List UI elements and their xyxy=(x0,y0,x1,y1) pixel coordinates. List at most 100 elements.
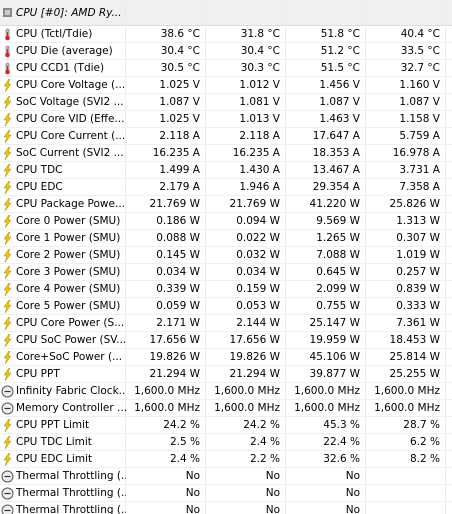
sensor-value: 40.4 °C xyxy=(400,28,440,40)
sensor-row[interactable]: Core 5 Power (SMU) 0.059 W 0.053 W 0.755 W 0… xyxy=(0,298,452,315)
sensor-label: CPU Package Powe... xyxy=(16,198,125,210)
sensor-row[interactable]: CPU Core Voltage (... 1.025 V 1.012 V 1.456… xyxy=(0,77,452,94)
sensor-value: 30.3 °C xyxy=(240,62,280,74)
sensor-label: CPU PPT xyxy=(16,368,60,380)
sensor-row[interactable]: Core 1 Power (SMU) 0.088 W 0.022 W 1.265 W 0… xyxy=(0,230,452,247)
sensor-value: 0.145 W xyxy=(156,249,200,261)
sensor-value: 1.463 V xyxy=(319,113,360,125)
sensor-value: 0.022 W xyxy=(236,232,280,244)
sensor-row[interactable]: SoC Current (SVI2 ... 16.235 A 16.235 A 18.… xyxy=(0,145,452,162)
sensor-value: No xyxy=(345,487,360,499)
sensor-row[interactable]: CPU Core Power (S... 2.171 W 2.144 W 25.147… xyxy=(0,315,452,332)
sensor-icon xyxy=(3,113,12,126)
sensor-value: 0.094 W xyxy=(236,215,280,227)
sensor-row[interactable]: Thermal Throttling (... No No No xyxy=(0,502,452,514)
sensor-row[interactable]: CPU Die (average) 30.4 °C 30.4 °C 51.2 °C 33… xyxy=(0,43,452,60)
sensor-value: 21.294 W xyxy=(149,368,200,380)
sensor-value: 0.034 W xyxy=(236,266,280,278)
sensor-icon xyxy=(3,300,12,313)
sensor-label: CPU CCD1 (Tdie) xyxy=(16,62,105,74)
sensor-value: 22.4 % xyxy=(323,436,360,448)
sensor-value: 0.034 W xyxy=(156,266,200,278)
sensor-value: 5.759 A xyxy=(399,130,440,142)
sensor-value: 32.6 % xyxy=(323,453,360,465)
sensor-value: 7.361 W xyxy=(396,317,440,329)
sensor-row[interactable]: CPU EDC 2.179 A 1.946 A 29.354 A 7.358 A xyxy=(0,179,452,196)
sensor-row[interactable]: CPU Package Powe... 21.769 W 21.769 W 41.22… xyxy=(0,196,452,213)
sensor-value: 7.358 A xyxy=(399,181,440,193)
sensor-icon xyxy=(3,317,12,330)
sensor-value: 1.313 W xyxy=(396,215,440,227)
sensor-icon xyxy=(3,215,12,228)
sensor-value: No xyxy=(345,470,360,482)
sensor-value: 17.656 W xyxy=(229,334,280,346)
sensor-icon xyxy=(3,266,12,279)
sensor-value: 1.087 V xyxy=(159,96,200,108)
sensor-row[interactable]: Core 2 Power (SMU) 0.145 W 0.032 W 7.088 W 1… xyxy=(0,247,452,264)
sensor-row[interactable]: CPU SoC Power (SV... 17.656 W 17.656 W 19.9… xyxy=(0,332,452,349)
sensor-row[interactable]: CPU Core Current (... 2.118 A 2.118 A 17.64… xyxy=(0,128,452,145)
sensor-value: 16.235 A xyxy=(152,147,200,159)
sensor-value: 2.099 W xyxy=(316,283,360,295)
sensor-row[interactable]: Infinity Fabric Clock... 1,600.0 MHz 1,600… xyxy=(0,383,452,400)
sensor-icon xyxy=(3,96,12,109)
sensor-row[interactable]: CPU PPT 21.294 W 21.294 W 39.877 W 25.255 W xyxy=(0,366,452,383)
sensor-value: 16.978 A xyxy=(392,147,440,159)
sensor-label: CPU Die (average) xyxy=(16,45,113,57)
sensor-label: CPU Core Power (S... xyxy=(16,317,125,329)
sensor-value: 8.2 % xyxy=(409,453,440,465)
sensor-row[interactable]: Core+SoC Power (... 19.826 W 19.826 W 45.10… xyxy=(0,349,452,366)
sensor-label: CPU TDC Limit xyxy=(16,436,92,448)
sensor-value: 21.769 W xyxy=(229,198,280,210)
sensor-row[interactable]: Memory Controller ... 1,600.0 MHz 1,600.0 … xyxy=(0,400,452,417)
sensor-row[interactable]: Thermal Throttling (... No No No xyxy=(0,468,452,485)
sensor-value: 1.025 V xyxy=(159,79,200,91)
sensor-icon xyxy=(1,470,14,483)
sensor-icon xyxy=(3,283,12,296)
sensor-row[interactable]: CPU PPT Limit 24.2 % 24.2 % 45.3 % 28.7 % xyxy=(0,417,452,434)
sensor-icon xyxy=(3,147,12,160)
sensor-value: 2.2 % xyxy=(249,453,280,465)
sensor-row[interactable]: Core 0 Power (SMU) 0.186 W 0.094 W 9.569 W 1… xyxy=(0,213,452,230)
sensor-row[interactable]: SoC Voltage (SVI2 ... 1.087 V 1.081 V 1.087… xyxy=(0,94,452,111)
sensor-value: 2.4 % xyxy=(169,453,200,465)
sensor-value: 1.025 V xyxy=(159,113,200,125)
sensor-icon xyxy=(3,351,12,364)
sensor-value: 31.8 °C xyxy=(240,28,280,40)
sensor-value: 41.220 W xyxy=(309,198,360,210)
sensor-value: 1.087 V xyxy=(319,96,360,108)
header-row: CPU [#0]: AMD Ry... xyxy=(0,0,452,26)
sensor-value: 2.4 % xyxy=(249,436,280,448)
sensor-row[interactable]: CPU EDC Limit 2.4 % 2.2 % 32.6 % 8.2 % xyxy=(0,451,452,468)
sensor-value: 0.032 W xyxy=(236,249,280,261)
sensor-value: 1.081 V xyxy=(239,96,280,108)
sensor-row[interactable]: CPU Core VID (Effe... 1.025 V 1.013 V 1.463… xyxy=(0,111,452,128)
sensor-value: 1.456 V xyxy=(319,79,360,91)
sensor-icon xyxy=(3,232,12,245)
sensor-icon xyxy=(5,45,10,58)
sensor-value: No xyxy=(345,504,360,514)
sensor-value: 0.839 W xyxy=(396,283,440,295)
sensor-value: 1,600.0 MHz xyxy=(294,385,360,397)
sensor-label: CPU Core Current (... xyxy=(16,130,126,142)
sensor-row[interactable]: CPU (Tctl/Tdie) 38.6 °C 31.8 °C 51.8 °C 40.4… xyxy=(0,26,452,43)
sensor-label: CPU EDC Limit xyxy=(16,453,93,465)
sensor-value: 7.088 W xyxy=(316,249,360,261)
sensor-value: 1.012 V xyxy=(239,79,280,91)
sensor-row[interactable]: CPU TDC Limit 2.5 % 2.4 % 22.4 % 6.2 % xyxy=(0,434,452,451)
sensor-value: 2.179 A xyxy=(159,181,200,193)
sensor-value: 45.106 W xyxy=(309,351,360,363)
cpu-icon xyxy=(3,8,12,17)
sensor-label: CPU SoC Power (SV... xyxy=(16,334,126,346)
sensor-label: CPU TDC xyxy=(16,164,63,176)
sensor-row[interactable]: CPU CCD1 (Tdie) 30.5 °C 30.3 °C 51.5 °C 32.7… xyxy=(0,60,452,77)
sensor-row[interactable]: Core 3 Power (SMU) 0.034 W 0.034 W 0.645 W 0… xyxy=(0,264,452,281)
sensor-value: 38.6 °C xyxy=(160,28,200,40)
sensor-row[interactable]: Core 4 Power (SMU) 0.339 W 0.159 W 2.099 W 0… xyxy=(0,281,452,298)
sensor-label: Memory Controller ... xyxy=(16,402,126,414)
sensor-row[interactable]: Thermal Throttling (... No No No xyxy=(0,485,452,502)
sensor-icon xyxy=(1,385,14,398)
sensor-row[interactable]: CPU TDC 1.499 A 1.430 A 13.467 A 3.731 A xyxy=(0,162,452,179)
sensor-value: 0.755 W xyxy=(316,300,360,312)
sensor-value: 0.333 W xyxy=(396,300,440,312)
